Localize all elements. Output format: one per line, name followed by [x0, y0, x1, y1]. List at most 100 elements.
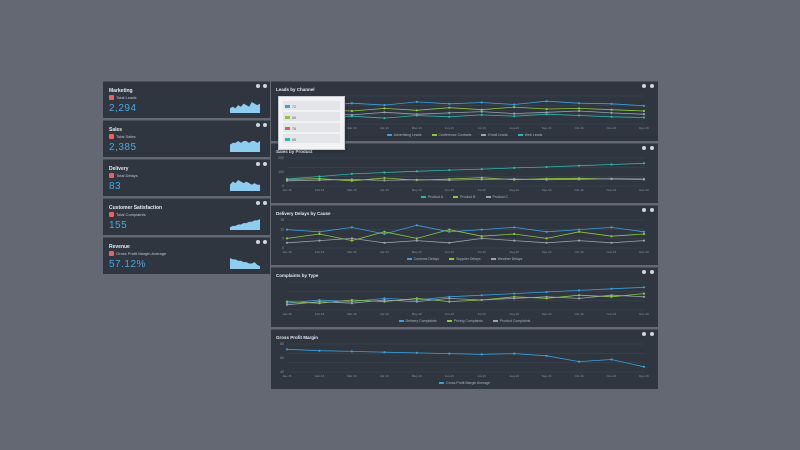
- data-point[interactable]: [448, 115, 451, 118]
- data-point[interactable]: [480, 101, 483, 104]
- data-point[interactable]: [383, 107, 386, 110]
- data-point[interactable]: [513, 112, 516, 115]
- data-point[interactable]: [350, 239, 353, 242]
- legend-item[interactable]: Delivery Complaints: [398, 319, 437, 323]
- data-point[interactable]: [642, 113, 646, 116]
- data-point[interactable]: [448, 228, 451, 231]
- data-point[interactable]: [513, 297, 516, 300]
- legend-item[interactable]: Conference Contacts: [431, 133, 471, 137]
- data-point[interactable]: [513, 292, 516, 295]
- data-point[interactable]: [578, 230, 581, 233]
- refresh-icon[interactable]: [263, 84, 267, 88]
- data-point[interactable]: [415, 224, 418, 227]
- data-point[interactable]: [383, 241, 386, 244]
- legend-item[interactable]: Customs Delays: [406, 257, 439, 261]
- refresh-icon[interactable]: [650, 84, 654, 88]
- data-point[interactable]: [350, 178, 353, 181]
- data-point[interactable]: [642, 162, 646, 165]
- data-point[interactable]: [383, 298, 386, 302]
- popup-row[interactable]: 69: [283, 112, 340, 121]
- data-point[interactable]: [350, 172, 353, 175]
- refresh-icon[interactable]: [650, 270, 654, 274]
- data-point[interactable]: [610, 295, 613, 298]
- data-point[interactable]: [285, 300, 289, 303]
- data-point[interactable]: [318, 302, 321, 305]
- eye-icon[interactable]: [642, 208, 646, 212]
- data-point[interactable]: [513, 166, 516, 169]
- eye-icon[interactable]: [642, 270, 646, 274]
- data-point[interactable]: [578, 289, 581, 292]
- data-point[interactable]: [415, 170, 418, 173]
- data-point[interactable]: [545, 107, 548, 111]
- data-point[interactable]: [415, 178, 418, 181]
- data-point[interactable]: [578, 178, 581, 181]
- data-point[interactable]: [415, 109, 418, 112]
- data-point[interactable]: [642, 109, 646, 113]
- data-point[interactable]: [513, 177, 516, 181]
- data-point[interactable]: [642, 239, 646, 242]
- data-point[interactable]: [415, 114, 418, 117]
- data-point[interactable]: [383, 171, 386, 174]
- data-point[interactable]: [610, 163, 613, 166]
- data-point[interactable]: [578, 294, 581, 297]
- data-point[interactable]: [578, 297, 581, 300]
- eye-icon[interactable]: [642, 332, 646, 336]
- data-point[interactable]: [318, 232, 321, 236]
- refresh-icon[interactable]: [263, 201, 267, 205]
- refresh-icon[interactable]: [650, 146, 654, 150]
- data-point[interactable]: [318, 349, 321, 352]
- data-point[interactable]: [350, 237, 353, 240]
- data-point[interactable]: [480, 228, 483, 231]
- data-point[interactable]: [642, 232, 646, 236]
- legend-item[interactable]: Weather Delays: [490, 257, 522, 261]
- refresh-icon[interactable]: [650, 332, 654, 336]
- data-point[interactable]: [610, 294, 613, 297]
- legend-item[interactable]: Product A: [420, 195, 443, 199]
- popup-row[interactable]: 78: [283, 123, 340, 132]
- legend-item[interactable]: Advertising Leads: [386, 133, 422, 137]
- data-point[interactable]: [610, 287, 613, 290]
- data-point[interactable]: [318, 239, 321, 242]
- data-point[interactable]: [350, 102, 353, 105]
- data-point[interactable]: [545, 297, 548, 300]
- legend-item[interactable]: Email Leads: [481, 133, 508, 137]
- data-point[interactable]: [578, 239, 581, 242]
- data-point[interactable]: [350, 298, 353, 302]
- data-point[interactable]: [480, 294, 483, 297]
- data-point[interactable]: [318, 298, 321, 302]
- data-point[interactable]: [383, 351, 386, 354]
- data-point[interactable]: [448, 106, 451, 109]
- data-point[interactable]: [415, 239, 418, 242]
- data-point[interactable]: [415, 298, 418, 302]
- data-point[interactable]: [318, 175, 321, 178]
- data-point[interactable]: [610, 102, 613, 105]
- data-point[interactable]: [448, 300, 451, 303]
- data-point[interactable]: [383, 104, 386, 107]
- data-point[interactable]: [383, 179, 386, 182]
- data-point[interactable]: [448, 169, 451, 172]
- eye-icon[interactable]: [256, 201, 260, 205]
- data-point[interactable]: [318, 230, 321, 233]
- data-point[interactable]: [350, 115, 353, 118]
- data-point[interactable]: [610, 108, 613, 111]
- data-point[interactable]: [415, 100, 418, 103]
- data-point[interactable]: [318, 300, 321, 303]
- data-point[interactable]: [610, 177, 613, 180]
- refresh-icon[interactable]: [263, 123, 267, 127]
- eye-icon[interactable]: [256, 123, 260, 127]
- data-point[interactable]: [642, 295, 646, 298]
- data-point[interactable]: [285, 302, 289, 305]
- data-point[interactable]: [480, 176, 483, 179]
- data-point[interactable]: [383, 176, 386, 180]
- data-point[interactable]: [545, 290, 548, 294]
- data-point[interactable]: [448, 111, 451, 114]
- data-point[interactable]: [448, 352, 451, 355]
- data-point[interactable]: [610, 115, 613, 118]
- data-point[interactable]: [578, 164, 581, 167]
- legend-item[interactable]: Pricing Complaints: [446, 319, 483, 323]
- data-point[interactable]: [415, 297, 418, 300]
- legend-item[interactable]: Product C: [485, 195, 508, 199]
- kpi-card[interactable]: Delivery Total Delays 83: [103, 159, 270, 196]
- data-point[interactable]: [383, 230, 386, 233]
- data-point[interactable]: [578, 102, 581, 105]
